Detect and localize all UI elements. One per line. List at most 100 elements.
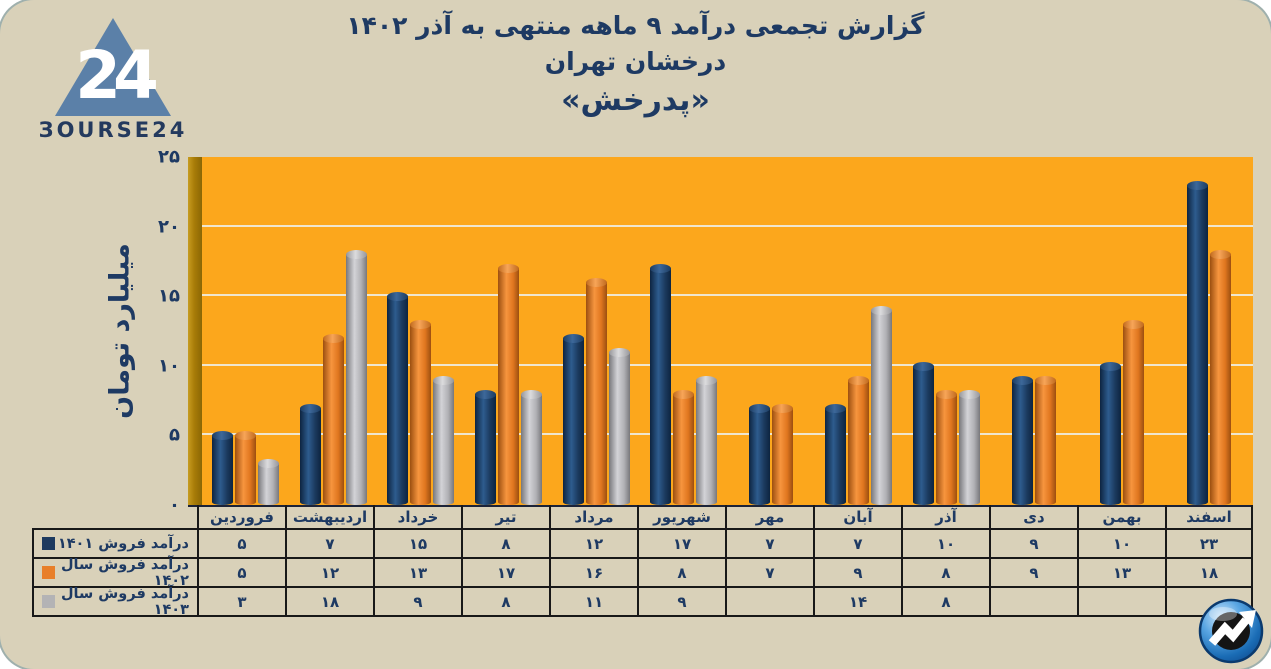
bar-series1-month12 <box>1187 180 1209 505</box>
value-cell-series1-month6: ۱۷ <box>637 528 725 557</box>
legend-cell-series2: درآمد فروش سال ۱۴۰۲ <box>32 556 197 589</box>
gridline <box>202 363 1253 366</box>
bar-series1-month1 <box>212 431 234 505</box>
chart-title-line1: گزارش تجمعی درآمد ۹ ماهه منتهی به آذر ۱۴… <box>346 11 925 40</box>
bar-series3-month8 <box>871 306 893 505</box>
chart-title-block: گزارش تجمعی درآمد ۹ ماهه منتهی به آذر ۱۴… <box>230 8 1041 121</box>
bar-group-12 <box>1165 157 1253 505</box>
value-cell-series3-month3: ۹ <box>373 586 461 617</box>
y-tick-label: ۲۵ <box>158 146 180 168</box>
value-cell-series2-month1: ۵ <box>197 557 285 586</box>
y-tick-label: ۰ <box>169 494 180 516</box>
bar-series2-month5 <box>585 278 607 505</box>
legend-swatch-icon <box>42 537 55 550</box>
value-cell-series1-month3: ۱۵ <box>373 528 461 557</box>
bar-series1-month11 <box>1099 361 1121 505</box>
y-tick-label: ۱۵ <box>158 285 180 307</box>
bar-group-10 <box>990 157 1078 505</box>
legend-label: درآمد فروش ۱۴۰۱ <box>57 535 189 552</box>
bar-series2-month4 <box>498 264 520 505</box>
bar-group-1 <box>202 157 290 505</box>
bar-group-7 <box>727 157 815 505</box>
value-cell-series2-month7: ۷ <box>725 557 813 586</box>
gridline <box>202 433 1253 436</box>
value-cell-series3-month11 <box>1077 586 1165 617</box>
value-cell-series3-month5: ۱۱ <box>549 586 637 617</box>
bar-series1-month10 <box>1011 375 1033 505</box>
bar-series2-month12 <box>1210 250 1232 505</box>
month-header-11: بهمن <box>1077 505 1165 528</box>
bar-series1-month6 <box>650 264 672 505</box>
bar-group-6 <box>640 157 728 505</box>
value-cell-series1-month12: ۲۳ <box>1165 528 1253 557</box>
value-cell-series2-month9: ۸ <box>901 557 989 586</box>
plot-area <box>202 157 1253 507</box>
legend-label: درآمد فروش سال ۱۴۰۲ <box>60 556 189 589</box>
month-header-12: اسفند <box>1165 505 1253 528</box>
bar-series1-month3 <box>387 292 409 505</box>
value-cell-series1-month1: ۵ <box>197 528 285 557</box>
bar-series3-month6 <box>696 375 718 505</box>
bar-group-8 <box>815 157 903 505</box>
bar-series3-month5 <box>608 347 630 505</box>
legend-swatch-icon <box>42 566 55 579</box>
plot-3d-left-wall <box>188 157 202 507</box>
bar-series3-month3 <box>433 375 455 505</box>
bar-series3-month2 <box>345 250 367 505</box>
gridline <box>202 224 1253 227</box>
value-cell-series1-month11: ۱۰ <box>1077 528 1165 557</box>
value-cell-series2-month8: ۹ <box>813 557 901 586</box>
value-cell-series1-month5: ۱۲ <box>549 528 637 557</box>
data-table: فروردین اردیبهشت خرداد تیر مرداد شهریور مهر آبا… <box>32 505 1253 618</box>
value-cell-series3-month7 <box>725 586 813 617</box>
y-axis-label: میلیارد تومان <box>104 243 136 419</box>
value-cell-series2-month3: ۱۳ <box>373 557 461 586</box>
month-header-3: خرداد <box>373 505 461 528</box>
chart-title-line2: درخشان تهران <box>544 47 727 77</box>
value-cell-series3-month4: ۸ <box>461 586 549 617</box>
month-header-8: آبان <box>813 505 901 528</box>
svg-text:24: 24 <box>75 37 156 114</box>
bar-group-5 <box>552 157 640 505</box>
month-header-7: مهر <box>725 505 813 528</box>
value-cell-series2-month11: ۱۳ <box>1077 557 1165 586</box>
month-header-6: شهریور <box>637 505 725 528</box>
bar-series1-month4 <box>475 389 497 505</box>
month-header-10: دی <box>989 505 1077 528</box>
bar-series1-month9 <box>912 361 934 505</box>
bar-group-9 <box>903 157 991 505</box>
month-header-4: تیر <box>461 505 549 528</box>
y-tick-label: ۲۰ <box>158 216 180 238</box>
bourse24-logo: 24 ЗOURSE24 <box>38 16 188 142</box>
bar-series1-month5 <box>562 333 584 505</box>
value-cell-series1-month8: ۷ <box>813 528 901 557</box>
bar-group-11 <box>1078 157 1166 505</box>
value-cell-series1-month9: ۱۰ <box>901 528 989 557</box>
bar-series3-month4 <box>521 389 543 505</box>
value-cell-series3-month9: ۸ <box>901 586 989 617</box>
value-cell-series1-month4: ۸ <box>461 528 549 557</box>
month-header-1: فروردین <box>197 505 285 528</box>
value-cell-series2-month6: ۸ <box>637 557 725 586</box>
month-header-9: آذر <box>901 505 989 528</box>
bar-group-4 <box>465 157 553 505</box>
y-tick-label: ۱۰ <box>158 355 180 377</box>
bar-group-3 <box>377 157 465 505</box>
bar-series2-month11 <box>1122 320 1144 505</box>
value-cell-series3-month2: ۱۸ <box>285 586 373 617</box>
value-cell-series1-month10: ۹ <box>989 528 1077 557</box>
value-cell-series3-month1: ۳ <box>197 586 285 617</box>
chart-title-line3: «پدرخش» <box>561 82 710 118</box>
value-cell-series3-month10 <box>989 586 1077 617</box>
bar-series1-month2 <box>299 403 321 505</box>
trend-arrow-icon <box>1197 597 1265 665</box>
bar-series2-month1 <box>235 431 257 505</box>
value-cell-series2-month2: ۱۲ <box>285 557 373 586</box>
bourse24-logo-text: ЗOURSE24 <box>38 118 188 142</box>
value-cell-series1-month7: ۷ <box>725 528 813 557</box>
legend-cell-series1: درآمد فروش ۱۴۰۱ <box>32 528 197 557</box>
bar-series3-month9 <box>958 389 980 505</box>
legend-cell-series3: درآمد فروش سال ۱۴۰۳ <box>32 586 197 618</box>
y-axis-ticks: ۰ ۵ ۱۰ ۱۵ ۲۰ ۲۵ <box>138 147 184 516</box>
